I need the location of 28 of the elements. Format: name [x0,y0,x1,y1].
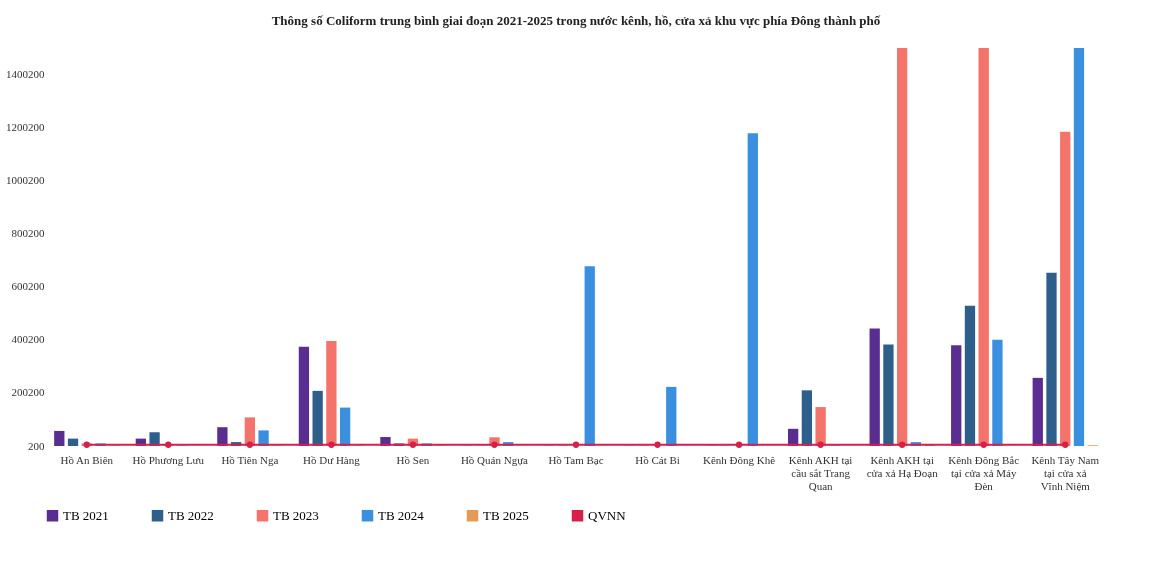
y-tick-label: 1200200 [6,121,45,134]
y-tick-label: 1400200 [6,68,45,81]
y-tick-label: 400200 [11,333,45,346]
legend-label: TB 2024 [378,507,425,523]
x-tick-label: Hồ An Biên [60,453,114,466]
y-tick-label: 200200 [11,386,45,399]
x-tick-label: Hồ Tam Bạc [548,453,604,466]
y-tick-label: 600200 [11,280,45,293]
chart-title: Thông số Coliform trung bình giai đoạn 2021-2025 trong nước kênh, hồ, cửa xả khu vực phía Đông thành phố [271,13,881,28]
x-tick-label: Hồ Phương Lưu [132,453,205,466]
x-tick-label: Hồ Quán Ngựa [460,453,529,466]
x-tick-label: Kênh Tây Nam tại cửa xả Vĩnh Niệm [1031,453,1100,492]
legend-label: TB 2022 [168,507,214,523]
legend-label: TB 2025 [483,507,529,523]
legend-label: QVNN [588,507,627,523]
x-tick-label: Kênh Đông Khê [703,453,776,466]
x-tick-label: Kênh AKH tại cầu sắt Trang Quan [788,453,853,492]
x-tick-label: Hồ Dư Hàng [303,453,361,466]
x-tick-label: Hồ Cát Bi [635,453,680,466]
x-tick-label: Hồ Sen [396,453,430,466]
legend-label: TB 2023 [273,507,319,523]
y-tick-label: 800200 [11,227,45,240]
x-tick-label: Hồ Tiên Nga [221,453,279,466]
x-tick-label: Kênh AKH tại cửa xả Hạ Đoạn [866,453,939,479]
y-tick-label: 200 [28,439,45,452]
x-tick-label: Kênh Đông Bắc tại cửa xả Máy Đèn [948,453,1020,492]
y-tick-label: 1000200 [6,174,45,187]
legend-label: TB 2021 [63,507,109,523]
